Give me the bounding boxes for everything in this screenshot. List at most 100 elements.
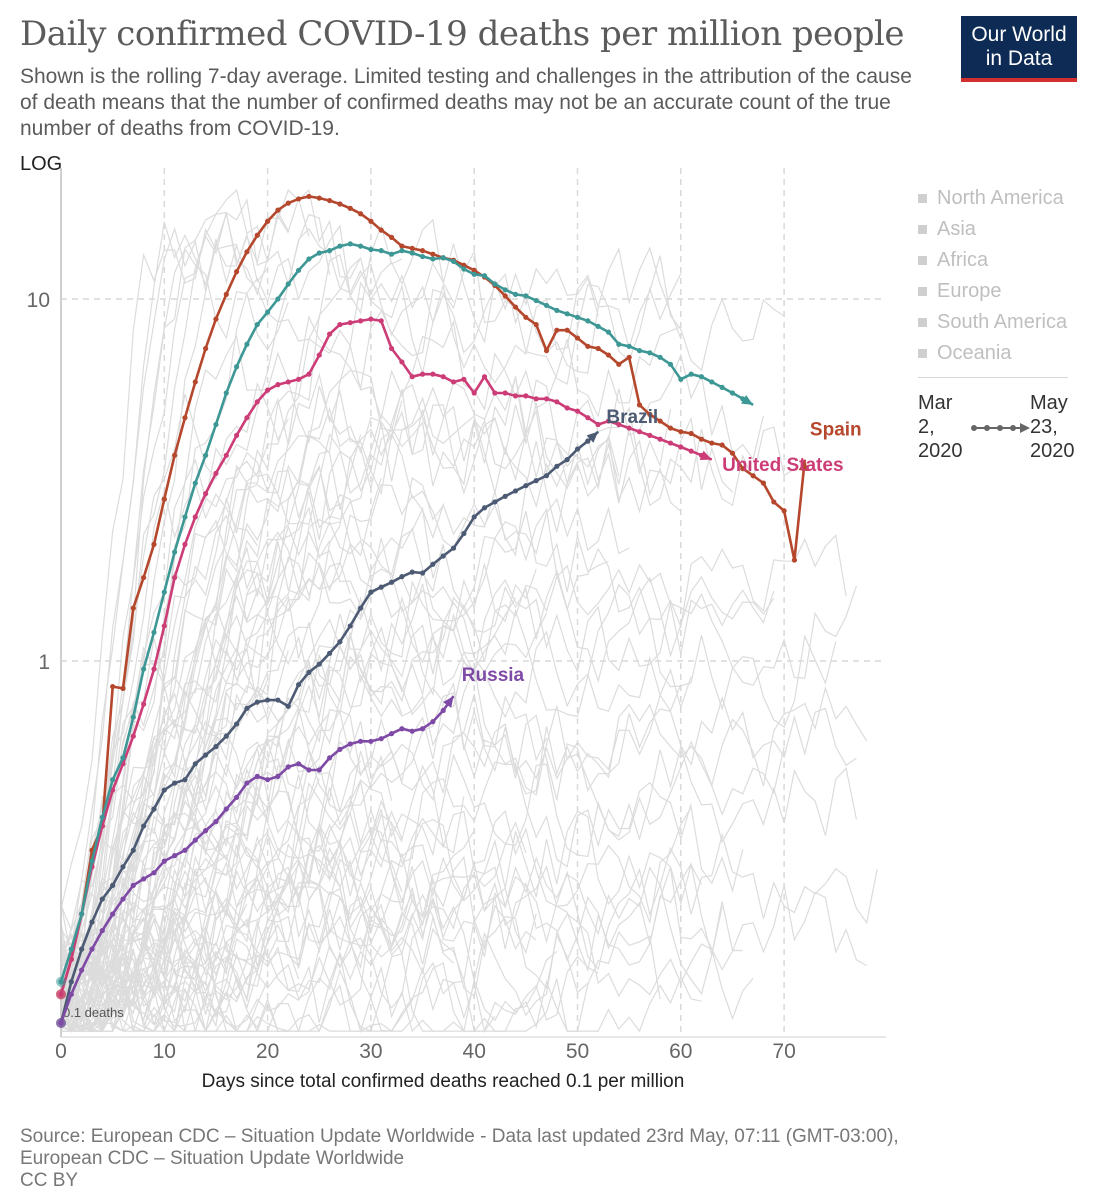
chart-series (56, 193, 809, 1028)
data-point (419, 570, 426, 576)
data-point (750, 473, 756, 479)
data-point (285, 281, 291, 287)
data-point (151, 806, 157, 812)
x-tick-label: 50 (566, 1040, 589, 1063)
data-point (698, 436, 705, 442)
legend-item-africa[interactable]: Africa (918, 245, 1067, 276)
data-point (306, 767, 312, 773)
legend-item-south-america[interactable]: South America (918, 307, 1067, 338)
data-point (265, 387, 271, 393)
data-point (378, 227, 384, 233)
data-point (275, 697, 281, 703)
background-country-line (60, 758, 393, 996)
owid-logo[interactable]: Our World in Data (961, 16, 1077, 82)
chart-subtitle: Shown is the rolling 7-day average. Limi… (20, 65, 912, 140)
data-point (347, 241, 353, 247)
data-point (533, 396, 539, 402)
data-point (254, 773, 260, 779)
data-point (430, 561, 436, 567)
data-point (347, 741, 353, 747)
data-point (626, 343, 632, 349)
background-country-line (60, 510, 609, 1011)
background-country-line (60, 484, 630, 1032)
data-point (636, 348, 643, 354)
data-point (223, 452, 229, 458)
data-point (285, 703, 291, 709)
data-point (430, 719, 436, 725)
background-country-line (60, 668, 692, 1020)
data-point (213, 470, 219, 476)
source-license[interactable]: CC BY (20, 1170, 79, 1191)
data-point (223, 291, 229, 297)
data-point (492, 390, 498, 396)
data-point (554, 399, 560, 405)
data-point (471, 271, 477, 277)
data-point (295, 376, 302, 382)
log-scale-toggle[interactable]: LOG (20, 153, 63, 175)
data-point (574, 335, 581, 341)
data-point (203, 828, 209, 834)
data-point (99, 814, 105, 820)
legend-item-asia[interactable]: Asia (918, 214, 1067, 245)
series-start-marker (56, 976, 66, 987)
data-point (512, 393, 519, 399)
data-point (430, 371, 436, 377)
series-brazil[interactable] (56, 430, 600, 1028)
background-country-line (60, 805, 744, 1032)
data-point (409, 245, 415, 251)
background-country-line (60, 527, 537, 957)
data-point (771, 499, 777, 505)
background-country-line (60, 810, 878, 1034)
data-point (141, 823, 147, 829)
background-country-line (60, 218, 599, 975)
data-point (141, 666, 147, 672)
data-point (234, 794, 240, 800)
data-point (378, 584, 384, 590)
data-point (678, 429, 684, 435)
data-point (357, 605, 364, 611)
data-point (678, 376, 684, 382)
data-point (203, 752, 209, 758)
data-point (161, 858, 167, 864)
data-point (368, 218, 374, 224)
data-point (647, 350, 653, 356)
data-point (306, 669, 312, 676)
data-point (244, 705, 250, 711)
series-united-states[interactable] (56, 316, 713, 1000)
data-point (399, 248, 405, 254)
data-point (791, 557, 798, 563)
data-point (523, 293, 529, 299)
data-point (295, 682, 302, 688)
legend-item-north-america[interactable]: North America (918, 183, 1067, 214)
data-point (605, 418, 612, 424)
series-label: Brazil (606, 407, 658, 428)
data-point (502, 390, 508, 396)
legend-item-oceania[interactable]: Oceania (918, 338, 1067, 369)
data-point (585, 318, 591, 324)
background-country-line (60, 808, 527, 1032)
data-point (388, 579, 395, 585)
data-point (130, 733, 136, 739)
timeline-range[interactable]: Mar 2, 2020 May 23, 2020 (918, 391, 1088, 471)
data-point (141, 701, 147, 707)
data-point (419, 253, 426, 260)
background-country-line (60, 520, 455, 1016)
data-point (295, 196, 302, 202)
data-point (399, 359, 405, 365)
baseline-label: 0.1 deaths (63, 1005, 124, 1020)
data-point (388, 345, 395, 352)
data-point (357, 738, 364, 744)
logo-line-2: in Data (985, 47, 1053, 70)
series-country-4[interactable] (56, 241, 754, 987)
legend-item-europe[interactable]: Europe (918, 276, 1067, 307)
series-russia[interactable] (56, 695, 455, 1028)
legend-swatch (918, 225, 927, 234)
timeline-end-label: May 23, 2020 (1030, 392, 1075, 462)
data-point (275, 207, 281, 213)
data-point (285, 200, 291, 206)
data-point (161, 787, 167, 793)
data-point (192, 837, 198, 843)
data-point (502, 287, 508, 293)
data-point (492, 499, 498, 505)
data-point (595, 345, 601, 352)
